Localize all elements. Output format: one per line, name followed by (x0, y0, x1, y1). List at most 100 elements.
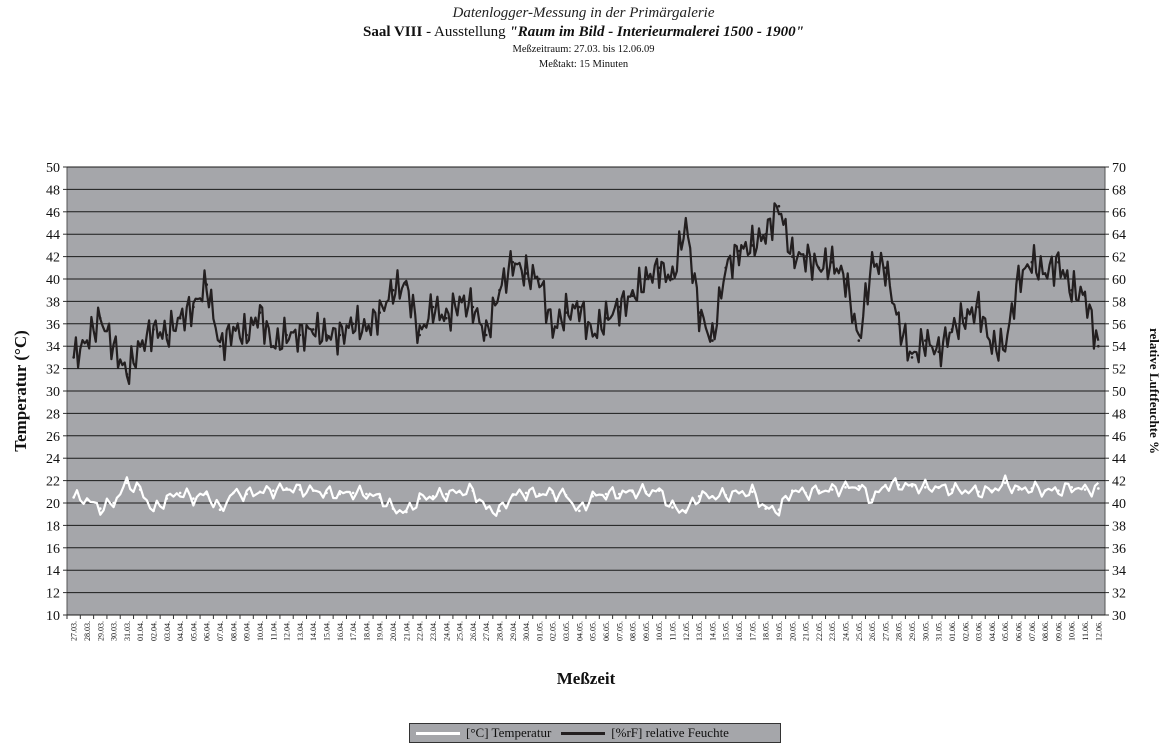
x-tick-label: 12.06. (1094, 621, 1103, 641)
y-left-tick-label: 16 (46, 542, 60, 557)
temperature-point (538, 492, 541, 496)
humidity-point (325, 333, 328, 337)
measurement-period: Meßzeitraum: 27.03. bis 12.06.09 (512, 44, 655, 55)
temperature-point (711, 494, 714, 498)
y-left-tick-label: 20 (46, 497, 60, 512)
x-tick-label: 20.05. (788, 621, 797, 641)
humidity-point (937, 350, 940, 354)
humidity-point (737, 249, 741, 253)
x-tick-label: 20.04. (389, 621, 398, 641)
humidity-point (777, 204, 781, 208)
x-tick-label: 08.06. (1041, 621, 1050, 641)
temperature-point (870, 498, 874, 501)
temperature-point (405, 510, 408, 514)
y-left-tick-label: 32 (46, 363, 60, 378)
humidity-point (444, 316, 448, 320)
humidity-point (910, 356, 914, 359)
temperature-point (484, 507, 488, 510)
temperature-point (431, 494, 435, 498)
y-left-tick-label: 30 (46, 385, 60, 400)
x-tick-label: 12.05. (682, 621, 691, 641)
y-left-tick-label: 50 (46, 161, 60, 176)
x-tick-label: 28.05. (895, 621, 904, 641)
temperature-series-line (72, 474, 1100, 517)
temperature-point (684, 509, 688, 513)
humidity-point (285, 333, 288, 337)
humidity-point (498, 288, 501, 292)
humidity-point (98, 316, 102, 320)
x-tick-label: 08.04. (229, 621, 238, 641)
y-right-tick-label: 60 (1112, 273, 1126, 288)
temperature-point (578, 509, 581, 513)
y-right-tick-label: 56 (1112, 318, 1126, 333)
humidity-point (604, 316, 608, 320)
humidity-point (311, 328, 315, 331)
humidity-point (830, 260, 834, 264)
temperature-point (963, 489, 967, 492)
humidity-point (524, 272, 528, 275)
room-label: Saal VIII (362, 24, 423, 40)
temperature-point (924, 486, 927, 489)
x-tick-label: 25.05. (855, 621, 864, 641)
y-left-axis-label: Temperatur (°C) (11, 330, 30, 452)
temperature-point (378, 496, 382, 499)
legend-swatch-temperature (416, 731, 460, 735)
temperature-point (498, 509, 501, 513)
temperature-point (205, 492, 209, 496)
temperature-point (98, 507, 102, 510)
temperature-point (458, 490, 461, 494)
temperature-point (365, 492, 368, 496)
y-left-tick-label: 12 (46, 587, 60, 602)
y-right-tick-label: 32 (1112, 587, 1126, 602)
humidity-point (378, 311, 382, 314)
humidity-point (178, 316, 182, 320)
humidity-point (1017, 277, 1020, 281)
humidity-point (258, 311, 262, 314)
chart-header: Datenlogger-Messung in der Primärgalerie… (0, 4, 1167, 72)
humidity-point (205, 283, 209, 286)
y-right-tick-label: 46 (1112, 430, 1126, 445)
temperature-point (1097, 487, 1100, 490)
y-right-tick-label: 54 (1112, 340, 1126, 355)
humidity-point (1043, 272, 1047, 275)
temperature-point (1070, 486, 1074, 489)
x-tick-label: 22.04. (416, 621, 425, 641)
x-tick-label: 13.05. (695, 621, 704, 641)
temperature-point (844, 486, 847, 489)
y-left-tick-label: 10 (46, 609, 60, 624)
temperature-point (511, 493, 515, 497)
x-tick-label: 03.05. (562, 621, 571, 641)
x-tick-label: 28.04. (496, 621, 505, 641)
humidity-point (1057, 260, 1060, 264)
temperature-point (817, 489, 821, 492)
humidity-point (657, 266, 661, 270)
x-tick-label: 01.04. (136, 621, 145, 641)
x-axis-label: Meßzeit (557, 669, 616, 688)
x-tick-label: 30.04. (522, 621, 531, 641)
temperature-point (258, 490, 262, 494)
y-left-tick-label: 34 (46, 340, 60, 355)
humidity-point (232, 328, 235, 331)
x-tick-label: 29.04. (509, 621, 518, 641)
x-tick-label: 27.04. (482, 621, 491, 641)
x-tick-label: 10.04. (256, 621, 265, 641)
humidity-point (564, 311, 568, 314)
humidity-point (1083, 294, 1087, 298)
temperature-point (524, 491, 528, 495)
x-tick-label: 21.05. (802, 621, 811, 641)
temperature-point (897, 483, 901, 487)
dual-axis-line-chart: 10 30 12 32 14 34 16 36 18 38 20 40 22 42 24 44 26 46 28 48… (11, 161, 1162, 688)
x-tick-label: 01.06. (948, 621, 957, 641)
x-tick-label: 17.05. (748, 621, 757, 641)
temperature-point (657, 489, 661, 492)
x-tick-label: 07.04. (216, 621, 225, 641)
y-left-tick-label: 48 (46, 183, 60, 198)
exhibition-prefix: - Ausstellung (422, 24, 510, 40)
temperature-point (218, 508, 222, 512)
humidity-point (631, 294, 634, 298)
humidity-point (617, 305, 621, 309)
temperature-point (777, 508, 781, 512)
y-right-tick-label: 40 (1112, 497, 1126, 512)
x-tick-label: 30.05. (921, 621, 930, 641)
temperature-point (72, 496, 75, 499)
